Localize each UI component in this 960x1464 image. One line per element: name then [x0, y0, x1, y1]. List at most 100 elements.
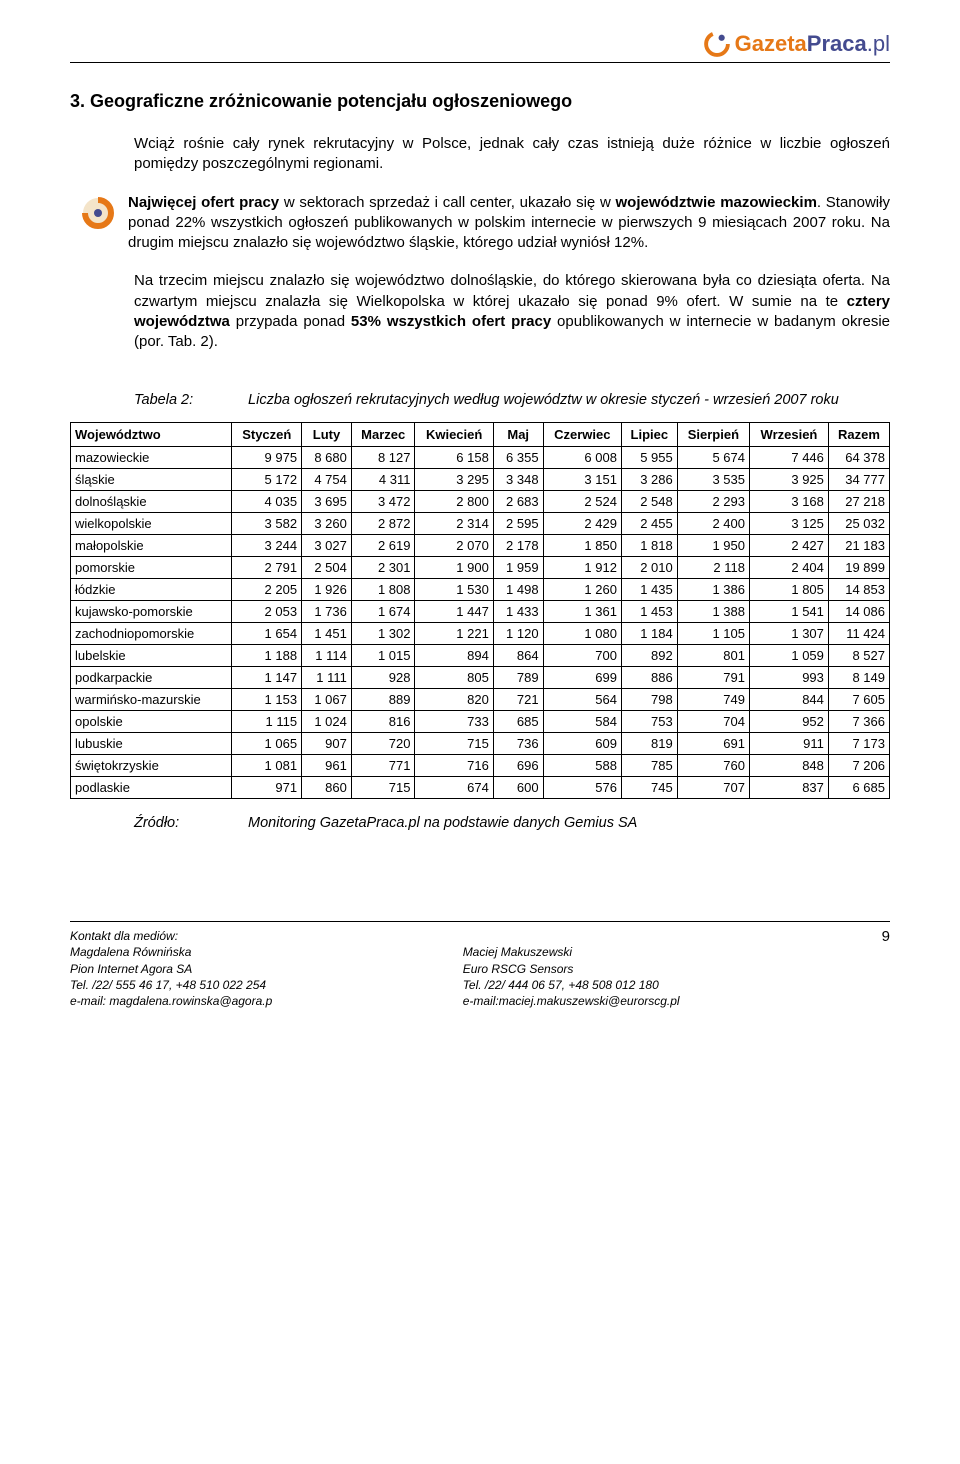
table-cell: 736 — [493, 733, 543, 755]
table-cell: 3 695 — [302, 491, 352, 513]
table-cell: 3 472 — [351, 491, 415, 513]
table-cell: 2 293 — [677, 491, 749, 513]
footer-line: Tel. /22/ 444 06 57, +48 508 012 180 — [463, 977, 680, 993]
paragraph-3: Na trzecim miejscu znalazło się wojewódz… — [134, 271, 890, 352]
table-cell: 1 153 — [232, 689, 302, 711]
table-cell: 3 244 — [232, 535, 302, 557]
table-cell: 2 118 — [677, 557, 749, 579]
table-cell: 2 010 — [621, 557, 677, 579]
table-cell: 3 348 — [493, 469, 543, 491]
table-cell: 2 427 — [750, 535, 829, 557]
table-cell: łódzkie — [71, 579, 232, 601]
table-cell: 25 032 — [828, 513, 889, 535]
footer-line: Kontakt dla mediów: — [70, 928, 272, 944]
table-cell: 3 260 — [302, 513, 352, 535]
table-cell: 699 — [543, 667, 621, 689]
table-cell: 1 015 — [351, 645, 415, 667]
table-cell: 7 206 — [828, 755, 889, 777]
table-row: wielkopolskie3 5823 2602 8722 3142 5952 … — [71, 513, 890, 535]
table-cell: 6 355 — [493, 447, 543, 469]
page-header: GazetaPraca.pl — [70, 30, 890, 63]
table-cell: 892 — [621, 645, 677, 667]
table-cell: 1 115 — [232, 711, 302, 733]
table-cell: 785 — [621, 755, 677, 777]
table-row: podkarpackie1 1471 111928805789699886791… — [71, 667, 890, 689]
table-cell: 1 120 — [493, 623, 543, 645]
table-cell: 27 218 — [828, 491, 889, 513]
table-cell: 5 172 — [232, 469, 302, 491]
table-cell: podlaskie — [71, 777, 232, 799]
table-row: lubuskie1 0659077207157366098196919117 1… — [71, 733, 890, 755]
table-header-cell: Razem — [828, 423, 889, 447]
table-cell: 801 — [677, 645, 749, 667]
table-caption-label: Tabela 2: — [134, 392, 244, 408]
table-header-cell: Kwiecień — [415, 423, 493, 447]
table-cell: 21 183 — [828, 535, 889, 557]
table-cell: 1 900 — [415, 557, 493, 579]
table-cell: 848 — [750, 755, 829, 777]
table-cell: 2 595 — [493, 513, 543, 535]
table-cell: 1 530 — [415, 579, 493, 601]
table-cell: 2 619 — [351, 535, 415, 557]
table-cell: 820 — [415, 689, 493, 711]
table-cell: 2 314 — [415, 513, 493, 535]
table-cell: 837 — [750, 777, 829, 799]
table-cell: 7 173 — [828, 733, 889, 755]
table-cell: 576 — [543, 777, 621, 799]
table-header-cell: Styczeń — [232, 423, 302, 447]
page-footer: Kontakt dla mediów:Magdalena RównińskaPi… — [70, 921, 890, 1009]
table-cell: 816 — [351, 711, 415, 733]
table-cell: 1 912 — [543, 557, 621, 579]
table-cell: 1 805 — [750, 579, 829, 601]
footer-line: Pion Internet Agora SA — [70, 961, 272, 977]
table-cell: 1 818 — [621, 535, 677, 557]
table-row: podlaskie9718607156746005767457078376 68… — [71, 777, 890, 799]
source-label: Źródło: — [134, 815, 244, 831]
table-header-cell: Czerwiec — [543, 423, 621, 447]
table-cell: mazowieckie — [71, 447, 232, 469]
table-cell: 5 674 — [677, 447, 749, 469]
table-cell: 1 184 — [621, 623, 677, 645]
table-cell: lubelskie — [71, 645, 232, 667]
table-cell: 1 850 — [543, 535, 621, 557]
table-cell: 753 — [621, 711, 677, 733]
table-cell: 760 — [677, 755, 749, 777]
table-cell: 1 541 — [750, 601, 829, 623]
table-cell: 19 899 — [828, 557, 889, 579]
table-cell: 1 059 — [750, 645, 829, 667]
table-cell: 14 086 — [828, 601, 889, 623]
table-cell: 2 053 — [232, 601, 302, 623]
table-cell: 1 447 — [415, 601, 493, 623]
table-cell: 2 404 — [750, 557, 829, 579]
table-cell: 1 067 — [302, 689, 352, 711]
footer-line: Tel. /22/ 555 46 17, +48 510 022 254 — [70, 977, 272, 993]
table-cell: 860 — [302, 777, 352, 799]
table-cell: 11 424 — [828, 623, 889, 645]
table-cell: 4 311 — [351, 469, 415, 491]
table-row: dolnośląskie4 0353 6953 4722 8002 6832 5… — [71, 491, 890, 513]
logo-text-praca: Praca — [807, 31, 867, 56]
table-cell: 2 524 — [543, 491, 621, 513]
table-cell: 971 — [232, 777, 302, 799]
table-cell: 2 683 — [493, 491, 543, 513]
table-cell: 1 302 — [351, 623, 415, 645]
table-cell: 789 — [493, 667, 543, 689]
table-cell: 745 — [621, 777, 677, 799]
source-text: Monitoring GazetaPraca.pl na podstawie d… — [248, 815, 637, 831]
footer-line: Euro RSCG Sensors — [463, 961, 680, 977]
table-cell: 1 105 — [677, 623, 749, 645]
table-cell: 721 — [493, 689, 543, 711]
paragraph-2: Najwięcej ofert pracy w sektorach sprzed… — [128, 193, 890, 254]
table-cell: 2 800 — [415, 491, 493, 513]
table-cell: 3 168 — [750, 491, 829, 513]
table-cell: 771 — [351, 755, 415, 777]
table-cell: 34 777 — [828, 469, 889, 491]
table-row: zachodniopomorskie1 6541 4511 3021 2211 … — [71, 623, 890, 645]
table-cell: 5 955 — [621, 447, 677, 469]
table-cell: świętokrzyskie — [71, 755, 232, 777]
table-cell: 2 178 — [493, 535, 543, 557]
table-cell: 564 — [543, 689, 621, 711]
table-row: śląskie5 1724 7544 3113 2953 3483 1513 2… — [71, 469, 890, 491]
table-caption-text: Liczba ogłoszeń rekrutacyjnych według wo… — [248, 392, 839, 408]
table-cell: 14 853 — [828, 579, 889, 601]
